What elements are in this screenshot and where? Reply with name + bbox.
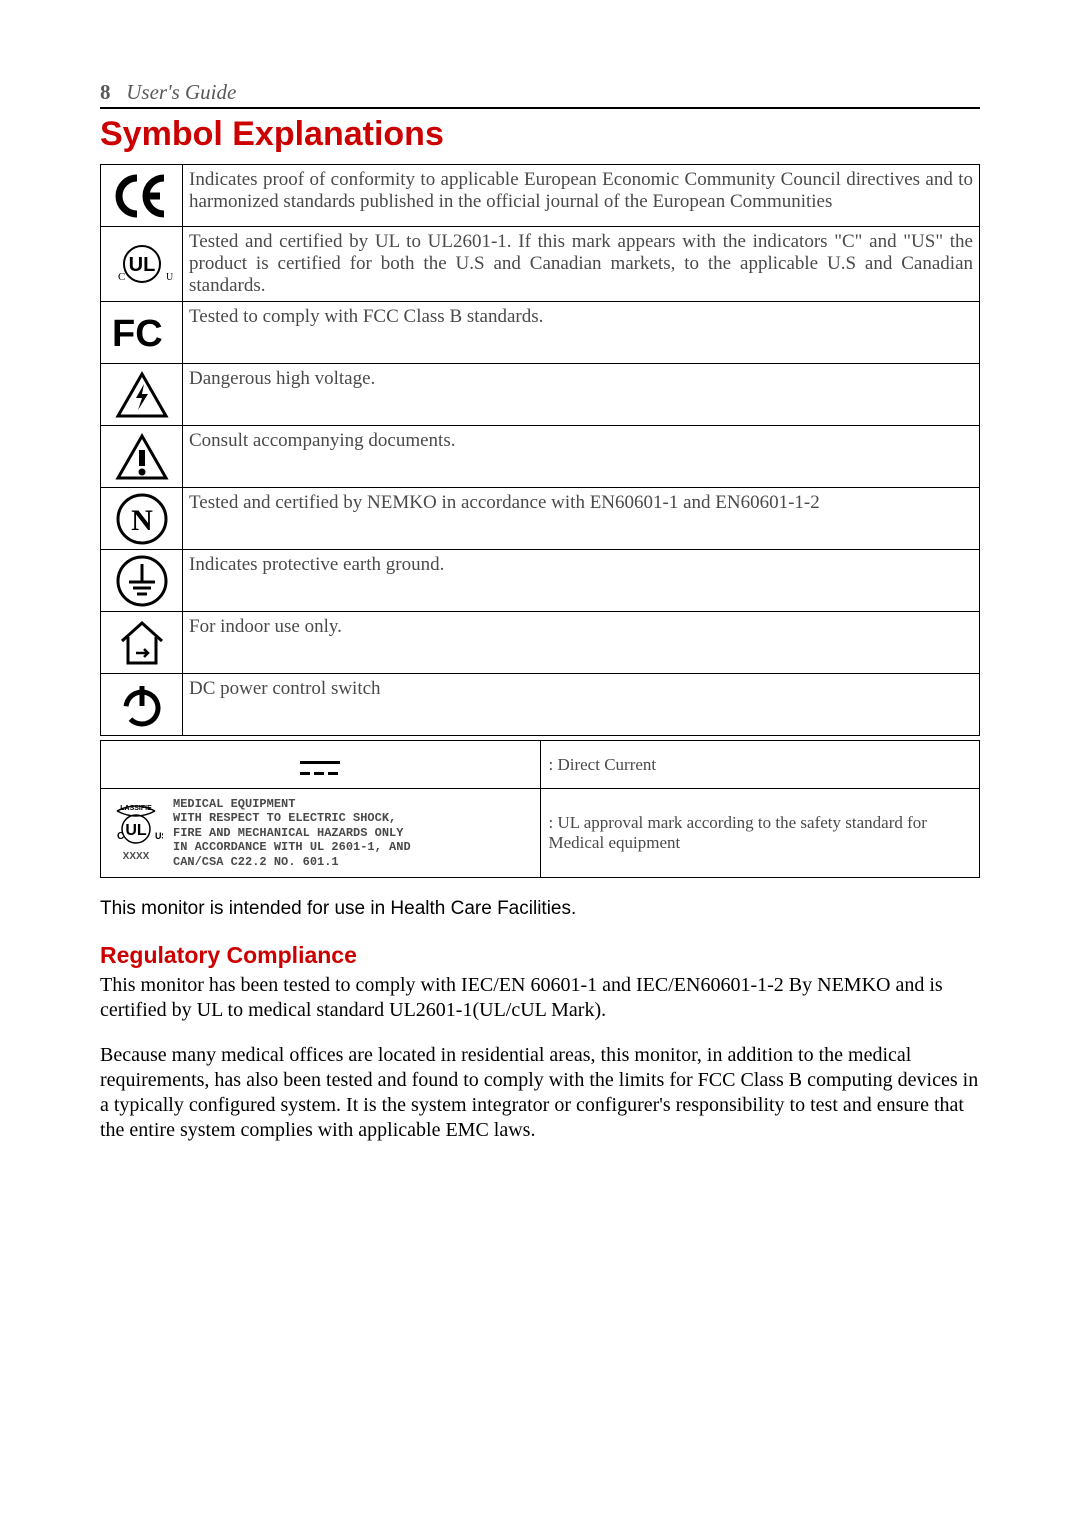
classified-ul-icon: LASSIFIE ULC US XXXX xyxy=(109,803,163,862)
ground-desc: Indicates protective earth ground. xyxy=(183,550,980,612)
ul-approval-desc: : UL approval mark according to the safe… xyxy=(540,789,980,878)
svg-text:US: US xyxy=(166,272,174,283)
dc-current-icon xyxy=(101,741,541,789)
compliance-para-2: Because many medical offices are located… xyxy=(100,1043,980,1143)
svg-text:US: US xyxy=(155,831,163,841)
svg-text:UL: UL xyxy=(128,254,155,276)
page-number: 8 xyxy=(100,80,111,104)
guide-label: User's Guide xyxy=(126,80,236,104)
svg-text:UL: UL xyxy=(125,822,147,839)
classified-label: XXXX xyxy=(109,851,163,862)
svg-text:LASSIFIE: LASSIFIE xyxy=(120,805,152,812)
ce-desc: Indicates proof of conformity to applica… xyxy=(183,165,980,227)
table-row: For indoor use only. xyxy=(101,612,980,674)
svg-text:N: N xyxy=(131,504,153,537)
high-voltage-icon xyxy=(101,364,183,426)
compliance-para-1: This monitor has been tested to comply w… xyxy=(100,973,980,1023)
dc-current-desc: : Direct Current xyxy=(540,741,980,789)
ul-desc: Tested and certified by UL to UL2601-1. … xyxy=(183,227,980,302)
page-header: 8 User's Guide xyxy=(100,80,980,109)
equipment-text: MEDICAL EQUIPMENT WITH RESPECT TO ELECTR… xyxy=(173,797,411,869)
table-row: FC Tested to comply with FCC Class B sta… xyxy=(101,302,980,364)
indoor-use-icon xyxy=(101,612,183,674)
dcpower-desc: DC power control switch xyxy=(183,674,980,736)
table-row: N Tested and certified by NEMKO in accor… xyxy=(101,488,980,550)
table-row: Dangerous high voltage. xyxy=(101,364,980,426)
nemko-icon: N xyxy=(101,488,183,550)
compliance-heading: Regulatory Compliance xyxy=(100,942,980,969)
table-row: Indicates protective earth ground. xyxy=(101,550,980,612)
ce-mark-icon xyxy=(101,165,183,227)
classified-cell: LASSIFIE ULC US XXXX MEDICAL EQUIPMENT WIT… xyxy=(101,789,541,878)
table-row: LASSIFIE ULC US XXXX MEDICAL EQUIPMENT WIT… xyxy=(101,789,980,878)
caution-icon xyxy=(101,426,183,488)
bottom-table: : Direct Current LASSIFIE ULC US XXXX MEDI… xyxy=(100,740,980,878)
table-row: Consult accompanying documents. xyxy=(101,426,980,488)
indoor-desc: For indoor use only. xyxy=(183,612,980,674)
svg-text:FC: FC xyxy=(112,313,163,355)
page-title: Symbol Explanations xyxy=(100,115,980,154)
dc-power-icon xyxy=(101,674,183,736)
ul-mark-icon: ULC US xyxy=(101,227,183,302)
table-row: ULC US Tested and certified by UL to UL26… xyxy=(101,227,980,302)
table-row: DC power control switch xyxy=(101,674,980,736)
intended-use: This monitor is intended for use in Heal… xyxy=(100,898,980,920)
earth-ground-icon xyxy=(101,550,183,612)
svg-text:C: C xyxy=(118,271,125,283)
hv-desc: Dangerous high voltage. xyxy=(183,364,980,426)
fcc-mark-icon: FC xyxy=(101,302,183,364)
nemko-desc: Tested and certified by NEMKO in accorda… xyxy=(183,488,980,550)
table-row: : Direct Current xyxy=(101,741,980,789)
fcc-desc: Tested to comply with FCC Class B standa… xyxy=(183,302,980,364)
svg-text:C: C xyxy=(117,831,124,842)
table-row: Indicates proof of conformity to applica… xyxy=(101,165,980,227)
symbol-table: Indicates proof of conformity to applica… xyxy=(100,164,980,736)
caution-desc: Consult accompanying documents. xyxy=(183,426,980,488)
